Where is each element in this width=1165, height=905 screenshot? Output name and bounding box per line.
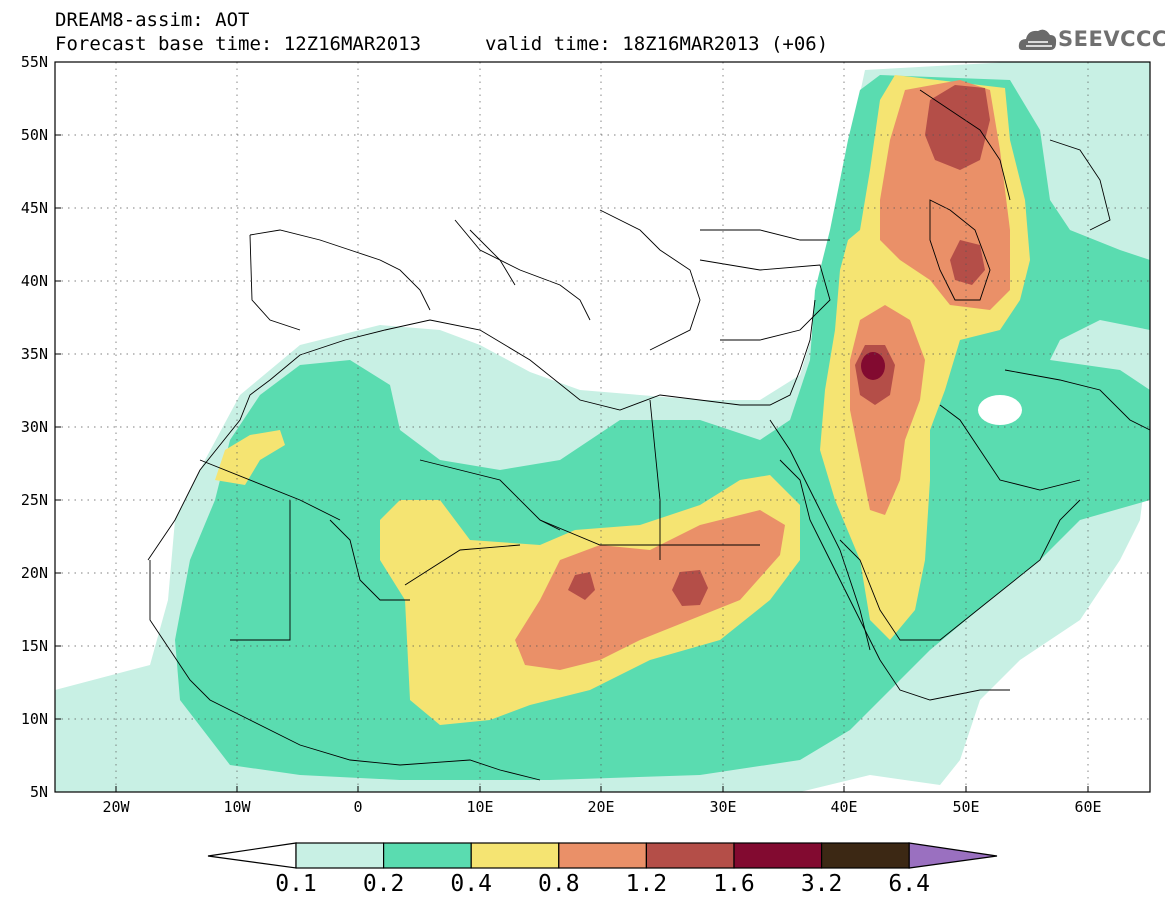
axis-ticks	[55, 134, 1089, 792]
aot-contours	[55, 62, 1150, 792]
colorbar-cell	[645, 842, 735, 869]
aot-band-0.4-west	[215, 430, 285, 485]
lon-label: 20E	[587, 798, 614, 816]
lat-label: 15N	[21, 637, 48, 655]
aot-band-0.8-sahara	[515, 510, 785, 670]
colorbar-cell	[207, 842, 297, 869]
lat-label: 25N	[21, 491, 48, 509]
cloud-logo-icon	[1018, 29, 1057, 50]
colorbar-cell	[820, 842, 910, 869]
lat-label: 40N	[21, 272, 48, 290]
valid-time: valid time: 18Z16MAR2013 (+06)	[485, 33, 829, 55]
colorbar-cell	[295, 842, 385, 869]
colorbar-cell	[383, 842, 472, 869]
aot-band-1.2-sahara-2	[672, 570, 708, 606]
colorbar-label: 1.2	[625, 871, 668, 897]
lon-label: 30E	[709, 798, 736, 816]
lat-label: 35N	[21, 345, 48, 363]
aot-band-1.2-caspian-s	[950, 240, 985, 285]
lat-label: 10N	[21, 710, 48, 728]
colorbar-cell	[733, 842, 823, 869]
colorbar-label: 0.8	[538, 871, 580, 897]
coastlines	[147, 89, 1150, 781]
lon-label: 10E	[466, 798, 493, 816]
colorbar-label: 3.2	[800, 871, 843, 897]
colorbar-label: 0.1	[275, 871, 317, 897]
map-title: DREAM8-assim: AOT	[55, 9, 250, 31]
latitude-labels: 55N 50N 45N 40N 35N 30N 25N 20N 15N 10N …	[21, 53, 48, 801]
lat-label: 20N	[21, 564, 48, 582]
longitude-labels: 20W 10W 0 10E 20E 30E 40E 50E 60E	[102, 798, 1101, 816]
lon-label: 50E	[952, 798, 979, 816]
lon-label: 40E	[830, 798, 857, 816]
logo-text: SEEVCCC	[1058, 27, 1165, 51]
lat-label: 45N	[21, 199, 48, 217]
clear-patch	[978, 395, 1022, 425]
colorbar-label: 6.4	[888, 871, 930, 897]
lon-label: 10W	[223, 798, 251, 816]
aot-band-1.2-caspian	[925, 85, 990, 170]
colorbar-cell	[470, 842, 560, 869]
lon-label: 20W	[102, 798, 130, 816]
colorbar-cell	[558, 842, 647, 869]
colorbar-cell	[908, 842, 998, 869]
colorbar	[207, 842, 998, 869]
aot-band-1.2-sahara-1	[568, 572, 595, 600]
lat-label: 5N	[30, 783, 48, 801]
colorbar-label: 0.2	[362, 871, 405, 897]
aot-band-1.6-core	[861, 352, 885, 380]
gridlines	[55, 62, 1150, 792]
forecast-base-time: Forecast base time: 12Z16MAR2013	[55, 33, 422, 55]
lon-label: 60E	[1074, 798, 1101, 816]
lat-label: 50N	[21, 126, 48, 144]
lon-label: 0	[353, 798, 362, 816]
colorbar-label: 1.6	[713, 871, 755, 897]
lat-label: 55N	[21, 53, 48, 71]
colorbar-label: 0.4	[450, 871, 492, 897]
lat-label: 30N	[21, 418, 48, 436]
